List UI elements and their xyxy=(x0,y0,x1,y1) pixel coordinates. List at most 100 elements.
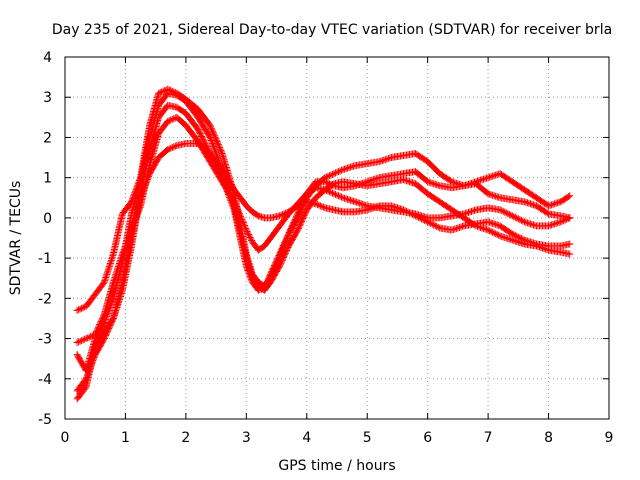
trace-mark xyxy=(236,211,244,219)
trace-mark xyxy=(210,143,218,151)
trace-mark xyxy=(469,207,477,215)
trace-mark xyxy=(256,212,264,220)
trace-mark xyxy=(396,205,404,213)
trace-mark xyxy=(425,178,433,186)
data-point xyxy=(330,190,338,198)
trace-mark xyxy=(313,200,321,208)
trace-mark xyxy=(403,177,411,185)
trace-mark xyxy=(87,361,95,369)
trace-mark xyxy=(449,178,457,186)
trace-mark xyxy=(279,255,287,263)
trace-mark xyxy=(529,221,537,229)
trace-mark xyxy=(325,172,333,180)
trace-mark xyxy=(300,213,308,221)
trace-mark xyxy=(406,209,414,217)
trace-mark xyxy=(278,256,286,264)
trace-mark xyxy=(528,220,536,228)
trace-mark xyxy=(335,168,343,176)
trace-mark xyxy=(195,127,203,135)
trace-mark xyxy=(455,223,463,231)
trace-mark xyxy=(272,257,280,265)
trace-mark xyxy=(501,233,509,241)
trace-mark xyxy=(372,203,380,211)
trace-mark xyxy=(551,220,559,228)
trace-mark xyxy=(464,208,472,216)
trace-mark xyxy=(516,216,524,224)
data-point xyxy=(294,214,302,222)
trace-mark xyxy=(217,147,225,155)
trace-mark xyxy=(300,199,308,207)
trace-mark xyxy=(98,315,106,323)
trace-mark xyxy=(416,214,424,222)
trace-mark xyxy=(344,164,352,172)
trace-mark xyxy=(138,189,146,197)
trace-mark xyxy=(241,223,249,231)
trace-mark xyxy=(383,155,391,163)
data-point xyxy=(321,186,329,194)
trace-mark xyxy=(386,154,394,162)
data-point xyxy=(508,212,516,220)
data-point xyxy=(267,270,275,278)
trace-mark xyxy=(89,357,97,365)
data-point xyxy=(375,158,383,166)
trace-mark xyxy=(418,215,426,223)
trace-mark xyxy=(359,200,367,208)
trace-mark xyxy=(322,173,330,181)
trace-mark xyxy=(295,211,303,219)
trace-mark xyxy=(369,204,377,212)
trace-mark xyxy=(493,221,501,229)
trace-mark xyxy=(522,198,530,206)
trace-mark xyxy=(114,263,122,271)
trace-mark xyxy=(233,205,241,213)
trace-mark xyxy=(266,272,274,280)
trace-mark xyxy=(384,155,392,163)
trace-mark xyxy=(525,199,533,207)
trace-mark xyxy=(333,191,341,199)
data-point xyxy=(276,262,284,270)
trace-mark xyxy=(101,275,109,283)
trace-mark xyxy=(138,191,146,199)
trace-mark xyxy=(457,181,465,189)
trace-mark xyxy=(348,163,356,171)
trace-mark xyxy=(233,204,241,212)
trace-mark xyxy=(331,190,339,198)
trace-mark xyxy=(487,227,495,235)
trace-mark xyxy=(498,232,506,240)
trace-mark xyxy=(505,235,513,243)
trace-mark xyxy=(297,219,305,227)
trace-mark xyxy=(467,179,475,187)
trace-mark xyxy=(561,216,569,224)
trace-mark xyxy=(208,138,216,146)
trace-mark xyxy=(344,195,352,203)
trace-mark xyxy=(144,174,152,182)
trace-mark xyxy=(281,237,289,245)
trace-mark xyxy=(99,280,107,288)
series-s3 xyxy=(73,101,574,403)
trace-mark xyxy=(522,218,530,226)
trace-mark xyxy=(489,191,497,199)
trace-mark xyxy=(274,254,282,262)
trace-mark xyxy=(493,193,501,201)
trace-mark xyxy=(207,123,215,131)
trace-mark xyxy=(267,269,275,277)
trace-mark xyxy=(109,252,117,260)
trace-mark xyxy=(81,376,89,384)
trace-mark xyxy=(295,223,303,231)
data-point xyxy=(424,178,432,186)
trace-mark xyxy=(341,194,349,202)
data-point xyxy=(484,190,492,198)
trace-mark xyxy=(428,179,436,187)
trace-mark xyxy=(81,384,89,392)
data-point xyxy=(496,206,504,214)
trace-mark xyxy=(247,275,255,283)
trace-mark xyxy=(279,211,287,219)
data-point xyxy=(387,202,395,210)
trace-mark xyxy=(165,145,173,153)
data-point xyxy=(73,306,81,314)
trace-mark xyxy=(143,176,151,184)
trace-mark xyxy=(514,233,522,241)
trace-mark xyxy=(115,261,123,269)
trace-mark xyxy=(554,199,562,207)
trace-mark xyxy=(245,269,253,277)
